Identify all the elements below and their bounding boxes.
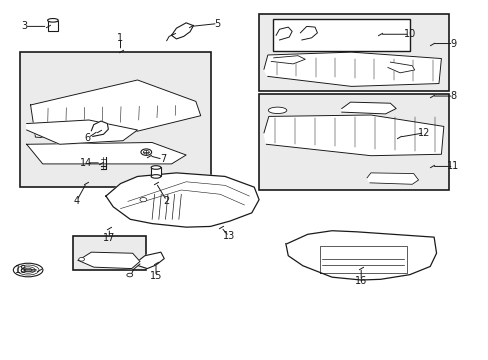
- Bar: [20, 52, 211, 187]
- Text: 1: 1: [117, 33, 123, 43]
- Ellipse shape: [151, 166, 161, 169]
- Text: 9: 9: [449, 39, 456, 49]
- Bar: [272, 18, 409, 51]
- Polygon shape: [30, 80, 201, 141]
- Text: 16: 16: [354, 276, 366, 286]
- Ellipse shape: [140, 198, 146, 202]
- Text: 17: 17: [103, 233, 115, 243]
- Polygon shape: [300, 26, 317, 40]
- Ellipse shape: [47, 18, 58, 22]
- Polygon shape: [136, 252, 164, 269]
- Ellipse shape: [79, 257, 84, 261]
- Text: 11: 11: [447, 161, 459, 171]
- Text: 15: 15: [149, 271, 162, 282]
- Text: 4: 4: [74, 196, 80, 206]
- Ellipse shape: [13, 263, 43, 277]
- Polygon shape: [264, 52, 441, 86]
- Polygon shape: [264, 115, 443, 156]
- Polygon shape: [91, 121, 108, 136]
- Polygon shape: [366, 173, 418, 184]
- Polygon shape: [285, 231, 436, 280]
- Text: 3: 3: [21, 21, 28, 31]
- Ellipse shape: [268, 107, 286, 113]
- Text: 14: 14: [80, 158, 92, 168]
- Ellipse shape: [126, 273, 132, 277]
- Text: 6: 6: [85, 133, 91, 143]
- Text: 5: 5: [214, 18, 221, 28]
- Text: 12: 12: [417, 128, 430, 138]
- Text: 2: 2: [163, 196, 169, 206]
- Text: 13: 13: [223, 231, 235, 242]
- Polygon shape: [341, 102, 395, 114]
- Ellipse shape: [141, 149, 151, 156]
- Polygon shape: [387, 62, 414, 73]
- Text: 18: 18: [15, 265, 27, 275]
- Polygon shape: [171, 23, 193, 39]
- Text: 7: 7: [160, 154, 165, 164]
- Bar: [259, 94, 448, 190]
- Ellipse shape: [151, 175, 161, 178]
- Polygon shape: [27, 120, 137, 144]
- Bar: [259, 14, 448, 91]
- Polygon shape: [27, 143, 186, 164]
- Polygon shape: [106, 173, 259, 227]
- Polygon shape: [271, 56, 305, 64]
- Text: 8: 8: [449, 91, 456, 101]
- Polygon shape: [276, 27, 291, 40]
- Bar: [47, 21, 58, 31]
- Text: 10: 10: [403, 29, 415, 39]
- Ellipse shape: [143, 150, 149, 154]
- Bar: [73, 237, 146, 270]
- Bar: [151, 167, 161, 176]
- Polygon shape: [78, 252, 140, 269]
